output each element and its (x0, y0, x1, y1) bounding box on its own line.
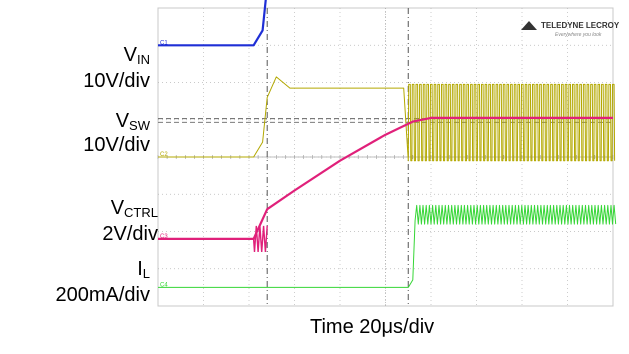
scale-vin: 10V/div (83, 70, 150, 92)
trace-vin (158, 0, 267, 47)
label-il: IL (137, 258, 150, 281)
logo-tagline: Everywhere you look (555, 32, 602, 38)
logo-text: TELEDYNE LECROY (541, 21, 620, 30)
channel-marker: C4 (160, 282, 168, 288)
scale-vctrl: 2V/div (102, 223, 158, 245)
channel-marker: C2 (160, 152, 168, 158)
channel-marker: C3 (160, 234, 168, 240)
x-axis-label: Time 20μs/div (310, 316, 435, 338)
scale-il: 200mA/div (55, 284, 151, 306)
trace-vsw (158, 76, 616, 162)
label-vsw: VSW (115, 110, 150, 133)
scale-vsw: 10V/div (83, 134, 150, 156)
channel-marker: C1 (160, 40, 168, 46)
label-vctrl: VCTRL (110, 197, 158, 220)
teledyne-logo-mark (521, 21, 537, 30)
label-vin: VIN (123, 44, 150, 67)
trace-il (158, 204, 617, 288)
trace-vctrl (158, 116, 613, 240)
